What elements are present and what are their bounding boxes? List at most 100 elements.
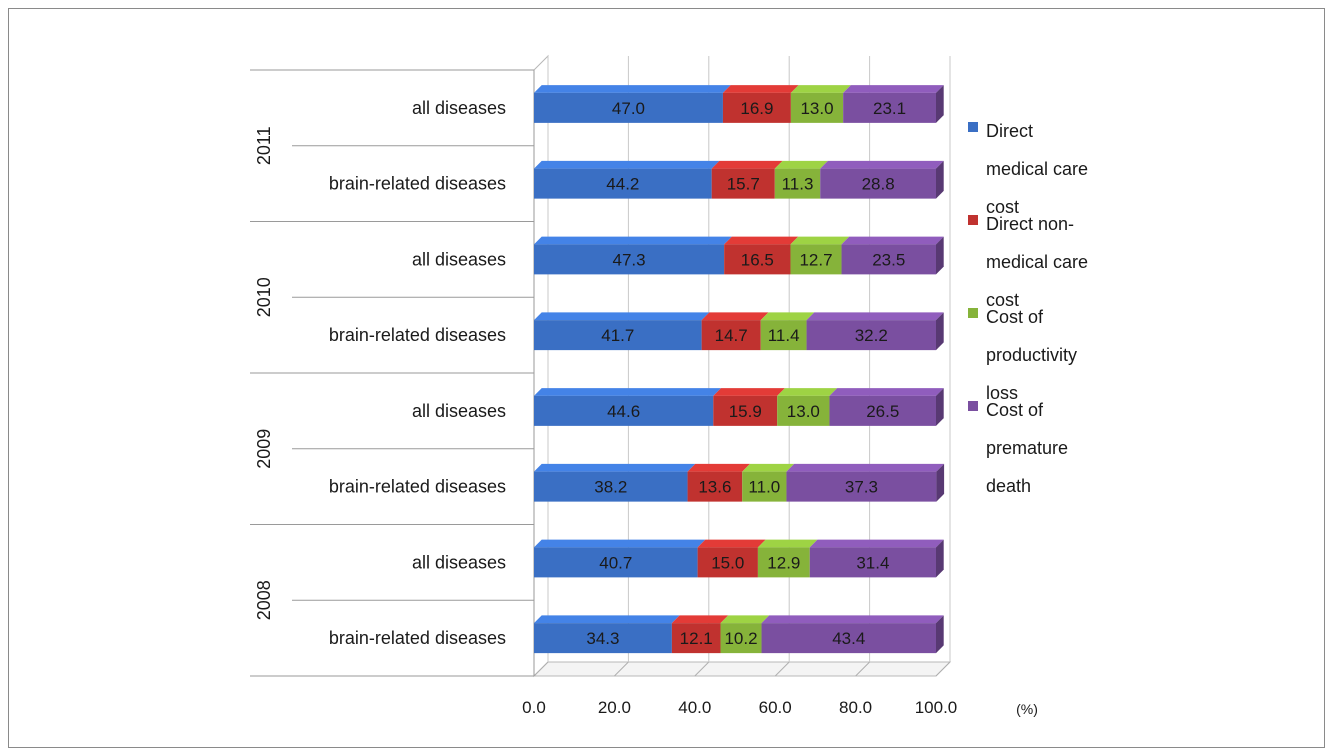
bar-segment: [720, 623, 762, 654]
bar-side-face: [936, 539, 944, 578]
bar-side-face: [936, 615, 944, 654]
legend-swatch: [968, 122, 978, 132]
bar-segment: [697, 547, 758, 578]
bar-top-face: [742, 463, 795, 472]
bar-top-face: [774, 160, 828, 169]
bar-segment: [843, 92, 936, 123]
row-label: brain-related diseases: [329, 325, 506, 345]
bar-top-face: [534, 615, 680, 624]
bar-value-label: 41.7: [601, 326, 634, 345]
bar-segment: [761, 623, 936, 654]
bar-value-label: 11.4: [768, 326, 800, 345]
bar-segment: [757, 547, 810, 578]
bar-segment: [534, 168, 712, 199]
bar-segment: [534, 623, 672, 654]
bar-segment: [742, 471, 787, 502]
gridline-floor: [774, 661, 790, 677]
bar-value-label: 16.5: [741, 250, 774, 269]
bar-segment: [534, 320, 702, 351]
bar-value-label: 16.9: [740, 99, 773, 118]
bar-value-label: 23.5: [872, 250, 905, 269]
bar-top-face: [720, 615, 770, 624]
bar-value-label: 15.7: [727, 175, 760, 194]
bar-top-face: [697, 539, 766, 548]
bar-value-label: 13.6: [698, 478, 731, 497]
bar-value-label: 23.1: [873, 99, 906, 118]
bar-value-label: 34.3: [586, 629, 619, 648]
legend-label: cost: [986, 197, 1019, 217]
gridline-floor: [614, 661, 629, 677]
year-label: 2009: [254, 429, 274, 469]
x-tick-label: 60.0: [759, 698, 792, 717]
legend-label: Cost of: [986, 307, 1044, 327]
year-label: 2008: [254, 580, 274, 620]
x-tick-label: 100.0: [915, 698, 958, 717]
year-label: 2010: [254, 277, 274, 317]
bar-segment: [760, 320, 807, 351]
bar-segment: [671, 623, 721, 654]
bar-value-label: 12.1: [680, 629, 713, 648]
bar-segment: [534, 395, 714, 426]
bar-side-face: [936, 236, 944, 275]
row-label: all diseases: [412, 249, 506, 269]
bar-value-label: 38.2: [594, 478, 627, 497]
bar-top-face: [534, 236, 732, 245]
bar-segment: [774, 168, 821, 199]
x-tick-label: 0.0: [522, 698, 546, 717]
bar-segment: [711, 168, 775, 199]
bar-segment: [820, 168, 936, 199]
bar-top-face: [790, 236, 850, 245]
bar-top-face: [687, 463, 750, 472]
bar-segment: [809, 547, 936, 578]
row-label: all diseases: [412, 401, 506, 421]
row-label: brain-related diseases: [329, 628, 506, 648]
bar-value-label: 11.3: [782, 175, 814, 194]
bar-top-face: [534, 312, 710, 321]
bar-top-face: [711, 160, 783, 169]
bar-top-face: [534, 85, 731, 93]
legend-label: premature: [986, 438, 1068, 458]
legend-label: death: [986, 476, 1031, 496]
bar-top-face: [534, 463, 696, 472]
legend-label: medical care: [986, 159, 1088, 179]
legend-label: productivity: [986, 345, 1077, 365]
bar-top-face: [820, 160, 944, 169]
bar-value-label: 47.0: [612, 99, 645, 118]
bar-value-label: 12.9: [767, 553, 800, 572]
x-tick-label: 80.0: [839, 698, 872, 717]
bar-top-face: [790, 85, 851, 93]
row-label: all diseases: [412, 98, 506, 118]
bar-side-face: [936, 388, 944, 426]
bar-segment: [786, 471, 937, 502]
bar-value-label: 40.7: [599, 553, 632, 572]
bar-value-label: 14.7: [715, 326, 748, 345]
bar-top-face: [761, 615, 944, 624]
bar-top-face: [777, 388, 838, 396]
bar-top-face: [843, 85, 944, 93]
year-label: 2011: [254, 126, 274, 165]
bar-segment: [687, 471, 743, 502]
bar-value-label: 37.3: [845, 478, 878, 497]
bar-value-label: 44.2: [606, 175, 639, 194]
legend-swatch: [968, 401, 978, 411]
bar-value-label: 11.0: [748, 478, 780, 497]
bar-value-label: 31.4: [856, 553, 889, 572]
bar-segment: [534, 92, 723, 123]
bar-segment: [534, 547, 698, 578]
bar-top-face: [809, 539, 944, 548]
bar-segment: [724, 244, 791, 275]
bar-segment: [713, 395, 778, 426]
bar-top-face: [757, 539, 818, 548]
bar-value-label: 47.3: [613, 250, 646, 269]
side-wall: [533, 54, 549, 678]
bar-top-face: [534, 160, 720, 169]
bar-segment: [829, 395, 936, 426]
bar-top-face: [786, 463, 945, 472]
legend-label: medical care: [986, 252, 1088, 272]
bar-side-face: [936, 463, 945, 502]
bar-side-face: [936, 312, 944, 351]
bar-value-label: 26.5: [866, 402, 899, 421]
bar-side-face: [936, 160, 944, 199]
bar-top-face: [841, 236, 944, 245]
legend-label: cost: [986, 290, 1019, 310]
